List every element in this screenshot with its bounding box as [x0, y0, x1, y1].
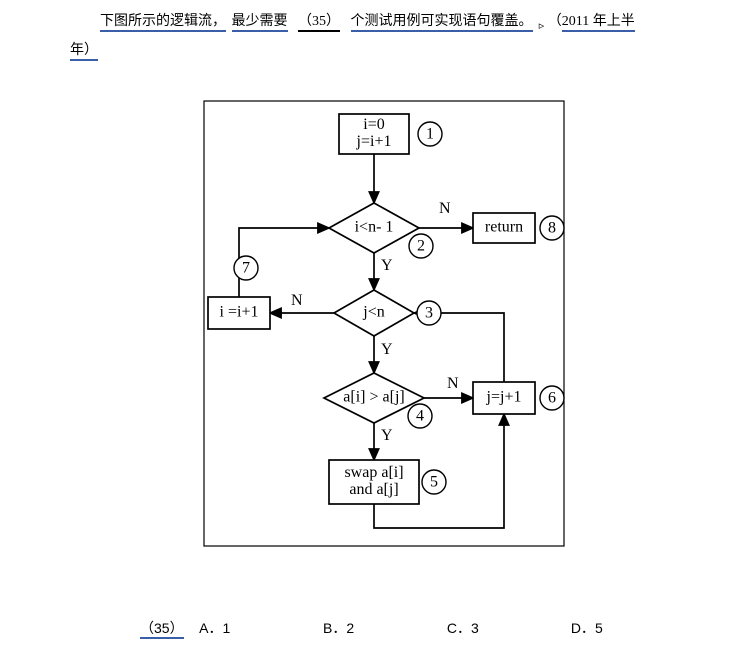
q-year-prefix: （ — [548, 14, 562, 29]
svg-text:Y: Y — [381, 257, 393, 274]
option-number: （35） — [140, 620, 184, 639]
svg-text:7: 7 — [242, 259, 250, 276]
option-c[interactable]: C．3 — [447, 618, 567, 638]
svg-text:Y: Y — [381, 427, 393, 444]
svg-text:j<n: j<n — [362, 303, 384, 320]
svg-text:j=j+1: j=j+1 — [486, 388, 522, 405]
svg-text:8: 8 — [548, 219, 556, 236]
svg-text:i<n- 1: i<n- 1 — [355, 218, 394, 235]
svg-text:1: 1 — [426, 125, 434, 142]
svg-text:2: 2 — [417, 237, 425, 254]
q-blank: （35） — [298, 14, 340, 32]
answer-options: （35） A．1 B．2 C．3 D．5 — [0, 618, 748, 638]
question-text: 下图所示的逻辑流， 最少需要 （35） 个测试用例可实现语句覆盖。 ▹ （201… — [0, 0, 748, 73]
flowchart-svg: i=0j=i+1 i<n- 1 j<n a[i] > a[j] swap a[i]and… — [164, 83, 584, 573]
cursor-icon: ▹ — [536, 15, 544, 37]
q-part1: 下图所示的逻辑流， — [100, 14, 226, 32]
option-a[interactable]: A．1 — [199, 618, 319, 638]
q-part2: 最少需要 — [232, 14, 288, 32]
svg-text:and a[j]: and a[j] — [349, 481, 398, 498]
svg-text:Y: Y — [381, 341, 393, 358]
flowchart: i=0j=i+1 i<n- 1 j<n a[i] > a[j] swap a[i]and… — [164, 83, 584, 573]
svg-text:4: 4 — [416, 407, 424, 424]
svg-text:i =i+1: i =i+1 — [220, 303, 259, 320]
svg-text:i=0: i=0 — [363, 116, 384, 133]
svg-text:N: N — [439, 200, 451, 217]
option-d[interactable]: D．5 — [571, 618, 691, 638]
option-b[interactable]: B．2 — [323, 618, 443, 638]
svg-text:a[i] > a[j]: a[i] > a[j] — [343, 388, 404, 405]
q-year: 2011 年上半 — [562, 14, 635, 32]
q-year2: 年） — [70, 43, 98, 61]
svg-text:return: return — [485, 218, 523, 235]
svg-text:3: 3 — [425, 304, 433, 321]
svg-text:j=i+1: j=i+1 — [356, 133, 392, 150]
svg-text:N: N — [291, 292, 303, 309]
svg-text:5: 5 — [430, 473, 438, 490]
svg-text:N: N — [447, 375, 459, 392]
q-part3: 个测试用例可实现语句覆盖。 — [351, 14, 533, 32]
svg-text:swap a[i]: swap a[i] — [344, 464, 403, 481]
svg-text:6: 6 — [548, 389, 556, 406]
